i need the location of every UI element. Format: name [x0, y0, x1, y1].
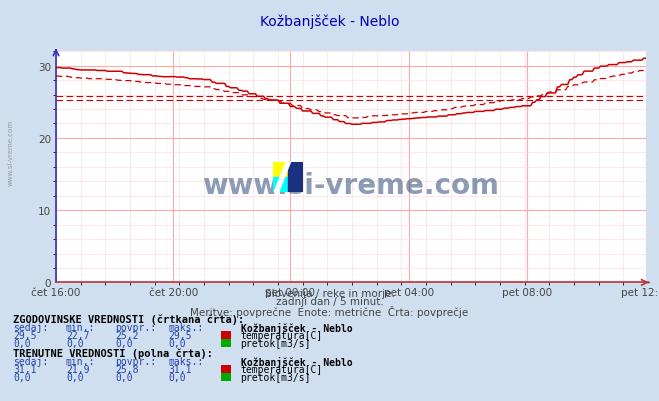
Text: 0,0: 0,0 — [168, 372, 186, 382]
Text: zadnji dan / 5 minut.: zadnji dan / 5 minut. — [275, 297, 384, 307]
Text: maks.:: maks.: — [168, 356, 203, 366]
Text: 0,0: 0,0 — [115, 372, 133, 382]
Text: 29,5: 29,5 — [168, 330, 192, 340]
Text: temperatura[C]: temperatura[C] — [241, 364, 323, 374]
Text: min.:: min.: — [66, 322, 96, 332]
Text: TRENUTNE VREDNOSTI (polna črta):: TRENUTNE VREDNOSTI (polna črta): — [13, 347, 213, 358]
Text: sedaj:: sedaj: — [13, 356, 48, 366]
Text: Kožbanjšček - Neblo: Kožbanjšček - Neblo — [241, 356, 352, 367]
Bar — [289, 162, 303, 192]
Text: 22,7: 22,7 — [66, 330, 90, 340]
Polygon shape — [274, 162, 291, 192]
Text: pretok[m3/s]: pretok[m3/s] — [241, 338, 311, 348]
Text: ZGODOVINSKE VREDNOSTI (črtkana črta):: ZGODOVINSKE VREDNOSTI (črtkana črta): — [13, 314, 244, 324]
Text: www.si-vreme.com: www.si-vreme.com — [202, 172, 500, 200]
Text: sedaj:: sedaj: — [13, 322, 48, 332]
Text: 29,5: 29,5 — [13, 330, 37, 340]
Bar — [273, 177, 289, 192]
Text: 0,0: 0,0 — [13, 372, 31, 382]
Text: 31,1: 31,1 — [168, 364, 192, 374]
Text: Kožbanjšček - Neblo: Kožbanjšček - Neblo — [260, 14, 399, 28]
Bar — [273, 162, 289, 177]
Text: www.si-vreme.com: www.si-vreme.com — [8, 119, 14, 185]
Text: 31,1: 31,1 — [13, 364, 37, 374]
Text: 0,0: 0,0 — [168, 338, 186, 348]
Text: 25,2: 25,2 — [115, 330, 139, 340]
Text: Meritve: povprečne  Enote: metrične  Črta: povprečje: Meritve: povprečne Enote: metrične Črta:… — [190, 306, 469, 318]
Text: min.:: min.: — [66, 356, 96, 366]
Text: 0,0: 0,0 — [13, 338, 31, 348]
Text: 21,9: 21,9 — [66, 364, 90, 374]
Text: temperatura[C]: temperatura[C] — [241, 330, 323, 340]
Text: maks.:: maks.: — [168, 322, 203, 332]
Text: 25,8: 25,8 — [115, 364, 139, 374]
Text: Slovenija / reke in morje.: Slovenija / reke in morje. — [264, 288, 395, 298]
Text: 0,0: 0,0 — [115, 338, 133, 348]
Text: povpr.:: povpr.: — [115, 356, 156, 366]
Text: povpr.:: povpr.: — [115, 322, 156, 332]
Text: pretok[m3/s]: pretok[m3/s] — [241, 372, 311, 382]
Text: 0,0: 0,0 — [66, 372, 84, 382]
Text: 0,0: 0,0 — [66, 338, 84, 348]
Text: Kožbanjšček - Neblo: Kožbanjšček - Neblo — [241, 322, 352, 333]
